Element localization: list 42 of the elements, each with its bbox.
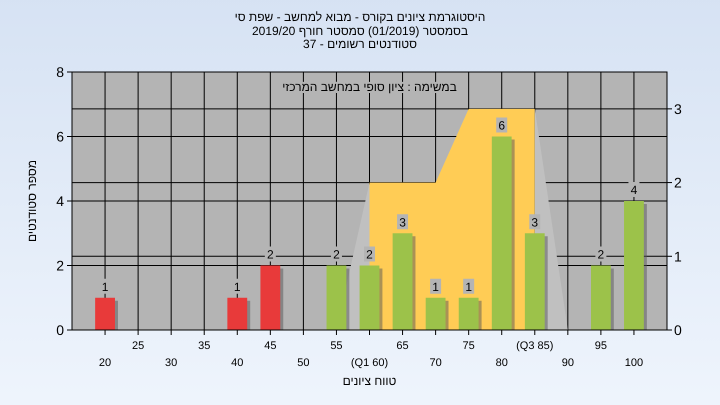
x-tick-label: 80 [496,357,508,369]
x-tick-label: 50 [297,357,310,369]
data-label: 2 [595,246,606,262]
x-tick-label: 65 [396,340,409,352]
y2-tick-label: 2 [674,174,682,191]
x-tick-label: (Q3 85) [516,340,554,352]
data-label: 3 [397,214,408,230]
x-tick-label: 95 [594,340,608,352]
x-tick-label: 20 [98,357,112,369]
x-tick-label: 30 [165,357,178,369]
data-label: 2 [264,246,276,262]
y-tick-label: 6 [56,128,64,144]
x-tick-label: 100 [624,357,644,369]
x-tick-label: (Q1 60) [350,357,388,369]
y2-tick-label: 0 [674,322,682,338]
data-label: 1 [100,278,111,294]
x-tick-label: 75 [462,340,475,352]
title: היסטוגרמת ציונים בקורס - מבוא למחשב - שפת סי בסמסטר (01/2019) סמסטר חורף 2019/20 סטודנטים רשומים - 37 [234,10,486,51]
data-label: 6 [496,118,508,132]
y-tick-label: 4 [56,193,64,209]
x-tick-label: 45 [264,340,276,352]
y-tick-label: 0 [56,322,64,338]
y2-tick-label: 1 [674,248,682,264]
x-tick-label: 25 [132,340,144,352]
x-tick-label: 40 [231,357,244,369]
data-label: 4 [628,182,640,197]
x-tick-label: 35 [198,340,210,352]
data-label: 2 [333,248,340,262]
data-label: 1 [430,278,442,294]
data-label: 2 [598,248,605,262]
x-axis-title: טווח ציונים [342,374,397,388]
y-tick-label: 8 [56,64,64,80]
x-tick-label: 55 [330,340,343,352]
y-tick-label: 2 [56,258,64,274]
data-label: 2 [330,246,342,262]
x-tick-label: 70 [429,357,442,369]
data-label: 4 [630,183,638,197]
data-label: 1 [463,278,474,294]
y2-tick-label: 3 [674,100,682,117]
y-axis-title: מספר סטודנטים [25,160,39,242]
x-tick-label: 90 [562,357,574,369]
data-label: 2 [364,246,375,262]
